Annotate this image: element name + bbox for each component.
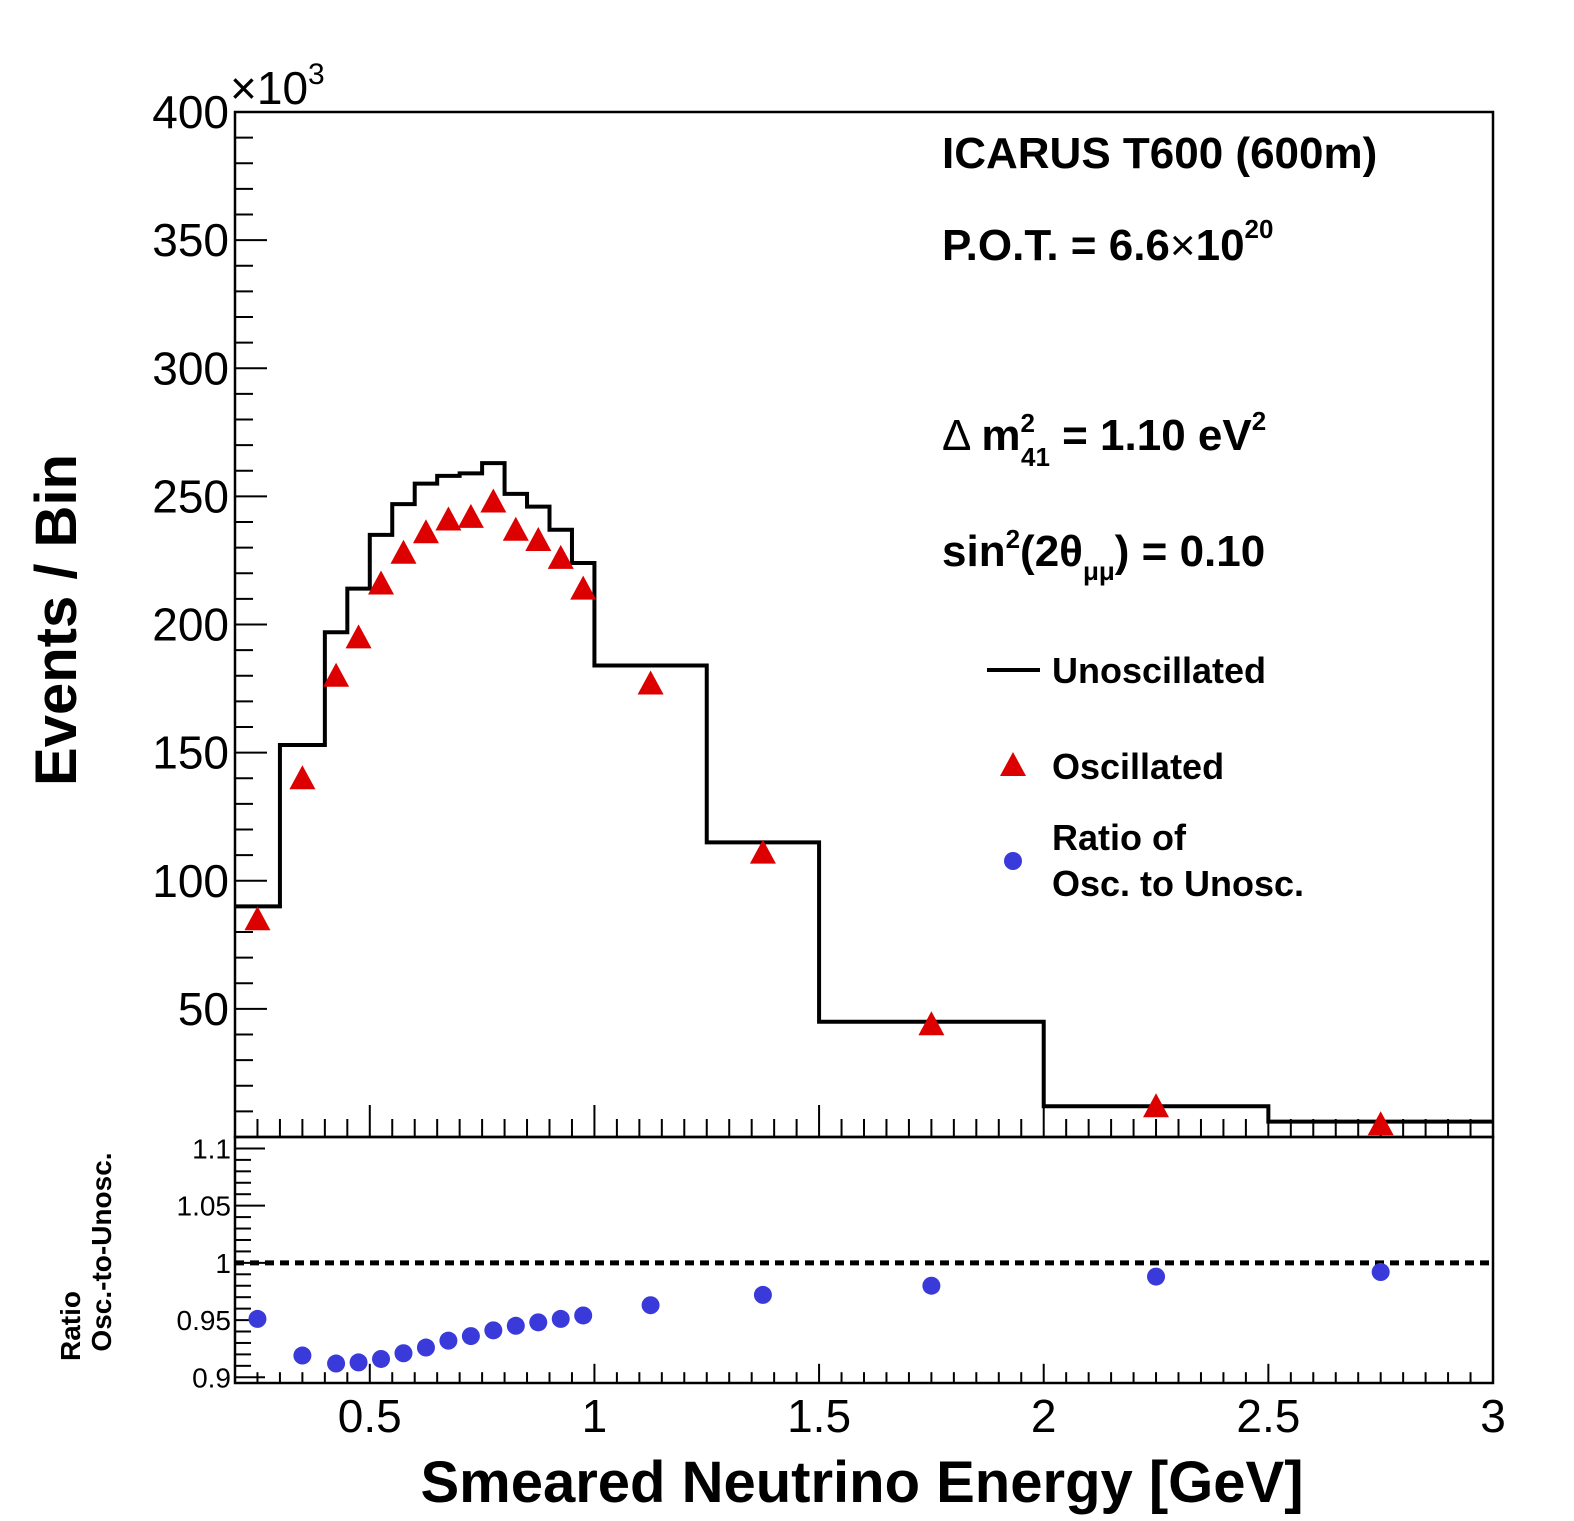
x-tick-label: 1 [582,1390,608,1442]
y-multiplier-exp: 3 [308,58,325,91]
bottom-y-tick-label: 0.9 [192,1362,231,1393]
oscillated-point [435,506,462,531]
unoscillated-histogram [235,461,1493,1124]
ratio-point [372,1349,391,1368]
delta-m-value: = 1.10 eV [1050,411,1252,460]
ratio-point [461,1327,480,1346]
pot-label: P.O.T. = 6.6×1020 [942,214,1273,270]
ratio-axis-title-line2: Osc.-to-Unosc. [86,1152,117,1351]
bottom-y-axis-ticks: 0.9 0.95 1 1.05 1.1 [177,1133,265,1393]
sin-prefix: sin [942,527,1006,576]
ratio-points [248,1263,1390,1373]
oscillated-point [412,519,439,544]
sin-label: sin2(2θμμ) = 0.10 [942,524,1265,586]
legend-ratio-label-2: Osc. to Unosc. [1052,863,1304,904]
ratio-point [1371,1263,1390,1282]
x-tick-label: 1.5 [787,1390,851,1442]
x-axis-ticks: 0.5 1 1.5 2 2.5 3 [234,1105,1506,1442]
delta-m-sub: 41 [1021,442,1050,472]
oscillated-point [244,906,271,931]
legend-osc-label: Oscillated [1052,746,1224,787]
top-y-tick-label: 200 [152,599,229,651]
sin-value: ) = 0.10 [1115,527,1265,576]
top-y-tick-label: 250 [152,470,229,522]
oscillated-point [1143,1093,1170,1118]
top-y-tick-label: 50 [178,983,229,1035]
ratio-point [248,1309,267,1328]
top-y-tick-label: 400 [152,86,229,138]
oscillated-point [547,544,574,569]
ratio-point [327,1354,346,1373]
oscillated-point [457,503,484,528]
y-multiplier: ×103 [230,58,325,114]
sin-sub: μμ [1083,556,1115,586]
legend-ratio-marker [1004,852,1022,870]
ratio-point [922,1276,941,1295]
x-tick-label: 0.5 [338,1390,402,1442]
legend-ratio-label-1: Ratio of [1052,817,1187,858]
ratio-point [551,1309,570,1328]
x-tick-label: 3 [1480,1390,1506,1442]
oscillated-point [749,839,776,864]
delta-m-unit-sup: 2 [1252,406,1266,436]
ratio-point [574,1306,593,1325]
top-y-tick-label: 100 [152,855,229,907]
ratio-point [394,1344,413,1363]
ratio-point [1147,1267,1166,1286]
ratio-axis-title-line1: Ratio [55,1291,86,1361]
delta-m-m: m [981,411,1020,460]
oscillated-point [1367,1111,1394,1136]
top-plot-frame [233,110,1495,1139]
delta-m-sup: 2 [1021,408,1035,438]
sin-sup: 2 [1006,524,1020,554]
ratio-point [349,1353,368,1372]
delta-m-delta: Δ [942,411,971,460]
ratio-point [753,1285,772,1304]
oscillated-point [289,765,316,790]
oscillated-point [480,488,507,513]
x-axis-title: Smeared Neutrino Energy [GeV] [420,1450,1303,1515]
pot-prefix: P.O.T. = 6.6 [942,221,1170,270]
ratio-point [293,1346,312,1365]
ratio-point [484,1321,503,1340]
y-axis-title: Events / Bin [24,454,89,786]
legend-unosc-label: Unoscillated [1052,650,1266,691]
top-y-tick-label: 350 [152,214,229,266]
x-tick-label: 2.5 [1236,1390,1300,1442]
legend-osc-marker [1000,752,1026,776]
ratio-point [506,1316,525,1335]
oscillated-point [345,624,372,649]
oscillated-point [390,539,417,564]
oscillated-points [244,488,1394,1136]
experiment-label: ICARUS T600 (600m) [942,129,1377,178]
ratio-point [529,1313,548,1332]
ratio-point [641,1296,660,1315]
oscillated-point [368,570,395,595]
oscillated-point [570,575,597,600]
bottom-y-tick-label: 0.95 [177,1305,232,1336]
top-y-tick-label: 150 [152,727,229,779]
bottom-y-tick-label: 1.05 [177,1191,232,1222]
pot-base: 10 [1196,221,1245,270]
ratio-point [439,1331,458,1350]
sin-mid: (2θ [1020,527,1083,576]
oscillated-point [637,670,664,695]
oscillated-point [502,516,529,541]
oscillated-point [323,662,350,687]
oscillated-point [525,526,552,551]
legend: Unoscillated Oscillated Ratio of Osc. to… [987,650,1304,904]
bottom-y-tick-label: 1 [215,1248,231,1279]
pot-exp: 20 [1245,214,1274,244]
x-tick-label: 2 [1031,1390,1057,1442]
top-y-axis-ticks: 50 100 150 200 250 300 350 400 [152,86,267,1138]
bottom-y-tick-label: 1.1 [192,1133,231,1164]
oscillated-point [918,1011,945,1036]
ratio-point [416,1338,435,1357]
y-multiplier-base: ×10 [230,62,308,114]
pot-times: × [1170,221,1196,270]
top-y-tick-label: 300 [152,342,229,394]
